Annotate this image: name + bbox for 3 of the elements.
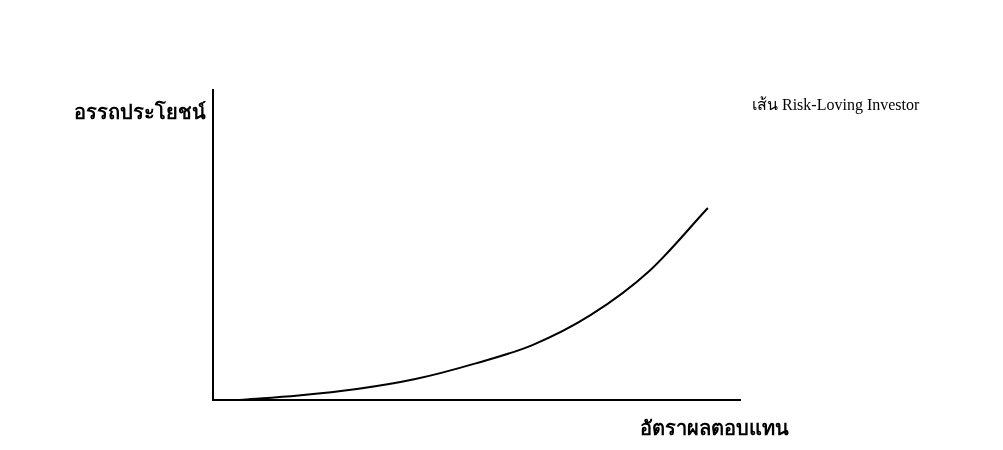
y-axis-title: อรรถประโยชน์	[74, 99, 206, 126]
text: เส้น Risk-Loving Investor	[752, 95, 920, 116]
x-axis-title: อัตราผลตอบแทน	[640, 415, 789, 442]
